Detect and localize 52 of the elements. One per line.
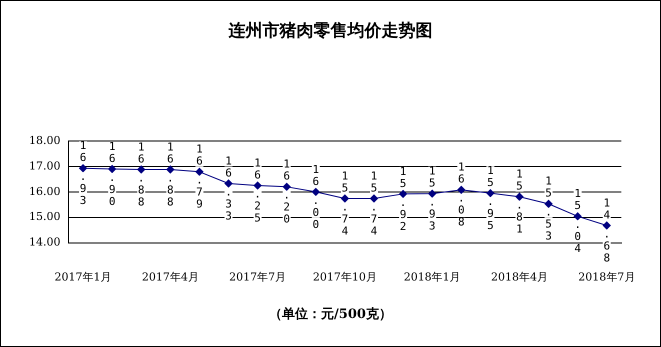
data-label: 16.88 <box>167 140 174 208</box>
point <box>312 188 320 196</box>
x-tick-label: 2018年1月 <box>404 270 461 284</box>
point <box>224 180 233 188</box>
y-tick-label: 14.00 <box>28 236 60 249</box>
y-tick-label: 16.00 <box>28 184 60 198</box>
point <box>428 190 436 198</box>
data-label: 15.95 <box>487 164 494 232</box>
point <box>254 182 262 190</box>
data-label: 16.79 <box>196 142 203 211</box>
point <box>486 189 494 198</box>
x-tick-label: 2018年7月 <box>578 270 636 284</box>
x-tick-label: 2017年7月 <box>229 270 286 284</box>
point <box>166 166 174 174</box>
data-label: 16.33 <box>225 154 232 222</box>
data-label: 15.92 <box>400 164 406 233</box>
data-label: 15.93 <box>428 164 436 233</box>
data-label: 15.53 <box>545 174 552 243</box>
point <box>544 200 553 208</box>
x-tick-label: 2018年4月 <box>490 270 548 284</box>
point <box>370 194 378 203</box>
data-label: 15.74 <box>342 169 349 238</box>
x-tick-label: 2017年10月 <box>312 270 377 284</box>
data-label: 14.68 <box>603 196 610 264</box>
data-label: 16.25 <box>254 156 261 224</box>
data-label: 16.00 <box>312 162 320 231</box>
data-label: 16.08 <box>458 160 465 229</box>
point <box>108 164 116 173</box>
x-axis-title: （单位：元/500克） <box>268 306 393 323</box>
point <box>195 168 204 176</box>
x-tick-label: 2017年1月 <box>54 270 112 284</box>
data-label: 16.88 <box>138 140 145 208</box>
point <box>602 221 611 230</box>
y-tick-label: 17.00 <box>28 159 60 172</box>
data-label: 16.90 <box>108 140 116 208</box>
point <box>137 166 146 174</box>
data-label: 15.04 <box>574 187 582 256</box>
point <box>515 192 524 201</box>
x-tick-label: 2017年4月 <box>142 270 199 284</box>
point <box>574 212 582 220</box>
data-label: 15.74 <box>370 169 378 238</box>
point <box>282 182 291 191</box>
data-label: 16.93 <box>80 139 86 208</box>
point <box>399 190 408 198</box>
y-tick-label: 18.00 <box>28 134 60 147</box>
y-tick-label: 15.00 <box>28 210 60 224</box>
point <box>457 186 466 194</box>
data-label: 15.81 <box>516 168 523 236</box>
chart-title: 连州市猪肉零售均价走势图 <box>228 20 434 42</box>
point <box>79 164 88 172</box>
point <box>340 194 349 203</box>
data-label: 16.20 <box>283 158 290 226</box>
